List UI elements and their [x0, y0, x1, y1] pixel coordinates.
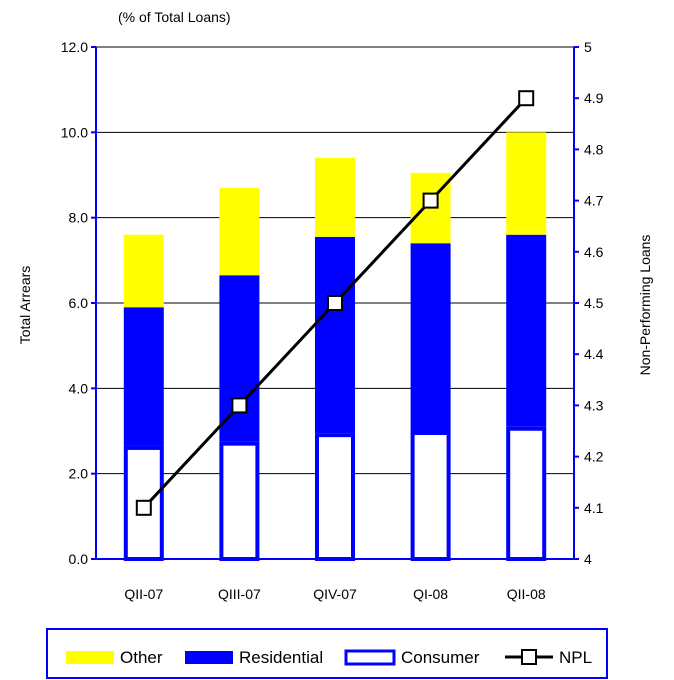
y2-tick-label: 4.6	[584, 244, 604, 260]
y2-tick-label: 4.8	[584, 141, 604, 157]
bar-other	[219, 187, 260, 276]
legend-swatch-consumer	[344, 649, 396, 666]
legend-swatch-other	[66, 651, 114, 664]
bar-consumer	[506, 426, 547, 561]
bar-other	[506, 132, 547, 235]
bar-other	[315, 157, 355, 237]
y2-tick-label: 5	[584, 39, 592, 55]
y2-tick-label: 4.5	[584, 295, 604, 311]
bar-residential	[123, 307, 164, 446]
y2-tick-label: 4.9	[584, 90, 604, 106]
npl-point	[518, 90, 535, 107]
legend-box	[46, 628, 608, 679]
x-tick-label: QIII-07	[218, 586, 261, 602]
bar-consumer	[410, 431, 451, 561]
legend: Other Residential Consumer NPL	[46, 628, 608, 679]
axes	[91, 46, 579, 560]
bar-other	[123, 234, 164, 308]
npl-point	[135, 499, 152, 516]
legend-swatch-residential	[185, 651, 233, 664]
y-tick-label: 0.0	[69, 551, 89, 567]
y2-tick-label: 4.2	[584, 449, 604, 465]
y2-tick-label: 4.3	[584, 397, 604, 413]
chart-subtitle: (% of Total Loans)	[118, 9, 231, 25]
y2-tick-label: 4	[584, 551, 592, 567]
npl-point	[231, 397, 248, 414]
bars	[123, 132, 547, 561]
bar-consumer	[315, 433, 355, 561]
y2-tick-label: 4.7	[584, 193, 604, 209]
npl-point	[327, 295, 343, 311]
y-tick-label: 12.0	[61, 39, 88, 55]
legend-label-consumer: Consumer	[401, 648, 480, 667]
legend-label-residential: Residential	[239, 648, 323, 667]
x-tick-label: QI-08	[413, 586, 448, 602]
x-tick-labels: QII-07 QIII-07 QIV-07 QI-08 QII-08	[124, 586, 546, 602]
legend-marker-npl	[521, 649, 537, 665]
bar-consumer	[219, 441, 260, 561]
y-tick-label: 10.0	[61, 124, 88, 140]
y-tick-label: 8.0	[69, 210, 89, 226]
npl-line-series	[135, 90, 535, 516]
y-tick-label: 4.0	[69, 380, 89, 396]
legend-label-other: Other	[120, 648, 163, 667]
y-tick-label: 2.0	[69, 466, 89, 482]
y-axis-label: Total Arrears	[17, 266, 33, 345]
bar-residential	[219, 275, 260, 442]
legend-label-npl: NPL	[559, 648, 592, 667]
npl-point	[422, 192, 439, 209]
y2-tick-label: 4.1	[584, 500, 604, 516]
y2-tick-label: 4.4	[584, 346, 604, 362]
y-tick-label: 6.0	[69, 295, 89, 311]
bar-residential	[410, 243, 451, 431]
y2-axis-label: Non-Performing Loans	[637, 235, 653, 376]
bar-residential	[506, 234, 547, 427]
y-tick-labels: 0.0 2.0 4.0 6.0 8.0 10.0 12.0	[61, 39, 88, 567]
x-tick-label: QII-07	[124, 586, 163, 602]
bar-residential	[315, 236, 355, 434]
x-tick-label: QII-08	[507, 586, 546, 602]
y2-tick-labels: 4 4.1 4.2 4.3 4.4 4.5 4.6 4.7 4.8 4.9 5	[584, 39, 604, 567]
x-tick-label: QIV-07	[313, 586, 357, 602]
